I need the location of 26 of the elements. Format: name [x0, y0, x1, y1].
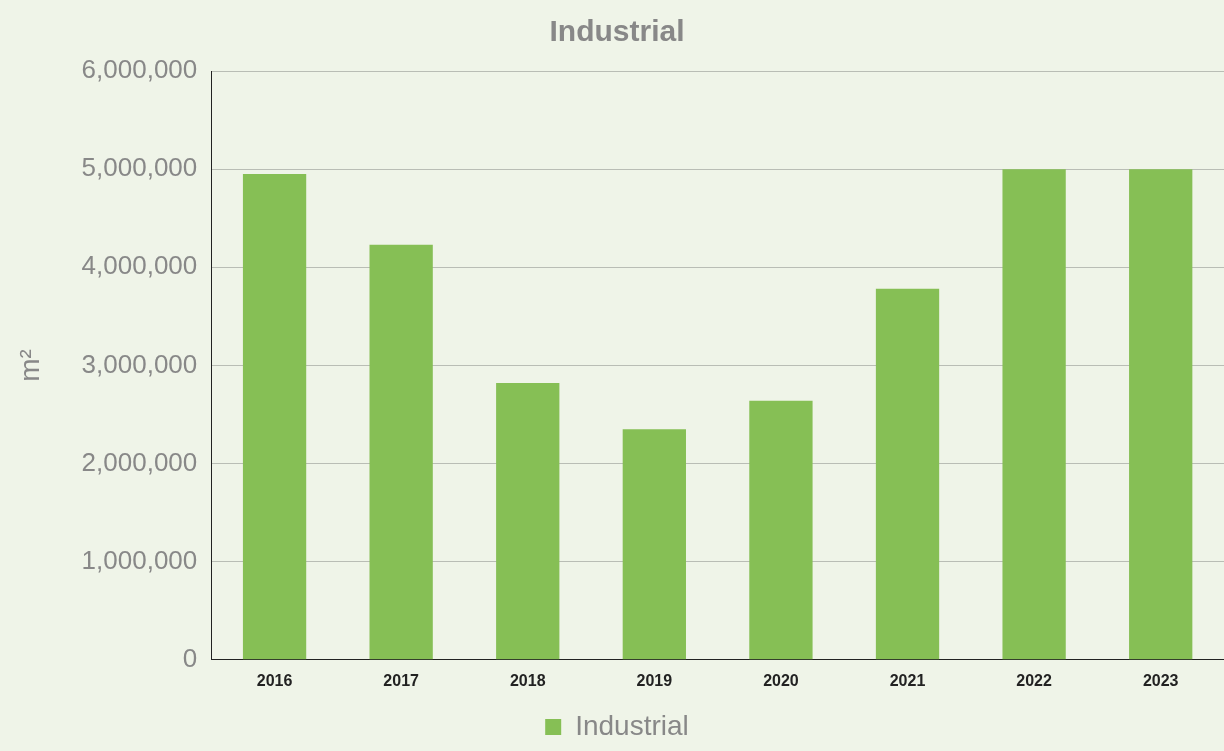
- y-tick-label: 1,000,000: [81, 544, 198, 575]
- bar: [242, 174, 307, 660]
- y-tick-label: 2,000,000: [81, 446, 198, 477]
- bar: [749, 400, 813, 660]
- x-tick-label: 2017: [383, 671, 420, 689]
- x-tick-label: 2022: [1016, 671, 1053, 689]
- x-tick-label: 2023: [1142, 671, 1179, 689]
- y-axis-title: m²: [13, 349, 45, 382]
- y-tick-label: 6,000,000: [81, 54, 198, 85]
- x-tick-label: 2020: [763, 671, 799, 689]
- x-tick-label: 2021: [889, 671, 926, 689]
- bar: [622, 429, 686, 660]
- bar: [875, 288, 940, 660]
- bar: [496, 383, 560, 660]
- x-tick-label: 2016: [256, 671, 293, 689]
- y-tick-label: 5,000,000: [81, 152, 198, 183]
- y-tick-label: 4,000,000: [81, 250, 198, 281]
- y-tick-label: 3,000,000: [81, 348, 198, 379]
- bar: [1002, 169, 1066, 660]
- bar: [1129, 169, 1193, 660]
- x-tick-label: 2019: [636, 671, 673, 689]
- x-tick-label: 2018: [509, 671, 546, 689]
- legend-label: Industrial: [575, 709, 689, 741]
- chart-title: Industrial: [549, 14, 685, 48]
- y-tick-label: 0: [182, 642, 198, 673]
- bar: [369, 244, 433, 660]
